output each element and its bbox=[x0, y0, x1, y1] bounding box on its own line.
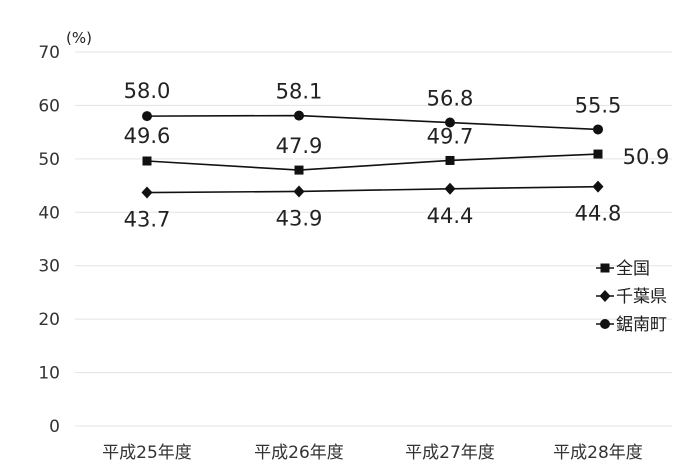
series-2-point-3 bbox=[444, 182, 456, 195]
legend-item-1: 全国 bbox=[596, 259, 650, 279]
series-2-line bbox=[146, 185, 599, 194]
y-axis-unit: (%) bbox=[66, 29, 92, 47]
series-1-data-label-3: 49.7 bbox=[427, 124, 474, 148]
x-tick-label-3: 平成27年度 bbox=[405, 443, 495, 463]
series-3-point-4 bbox=[593, 124, 603, 135]
y-tick-label-60: 60 bbox=[38, 96, 60, 116]
series-2-point-4 bbox=[592, 180, 604, 193]
series-3-data-label-1: 58.0 bbox=[124, 79, 171, 103]
series-3-point-2 bbox=[294, 110, 304, 121]
series-2-data-label-1: 43.7 bbox=[124, 208, 171, 232]
series-1-point-1 bbox=[142, 156, 152, 166]
series-1-point-2 bbox=[294, 165, 304, 175]
legend-label-1: 全国 bbox=[616, 259, 650, 279]
y-tick-label-10: 10 bbox=[38, 364, 60, 384]
series-3-point-1 bbox=[142, 111, 152, 122]
series-1-point-4 bbox=[593, 149, 603, 159]
series-3-line bbox=[146, 114, 599, 131]
legend-item-3: 鋸南町 bbox=[596, 315, 667, 335]
legend-marker-1 bbox=[600, 263, 610, 273]
legend-marker-3 bbox=[600, 319, 610, 329]
series-3-data-label-4: 55.5 bbox=[575, 93, 622, 117]
legend-label-2: 千葉県 bbox=[616, 287, 667, 307]
series-1-line bbox=[146, 153, 599, 171]
series-2-data-label-4: 44.8 bbox=[575, 202, 622, 226]
series-1-data-label-2: 47.9 bbox=[276, 134, 323, 158]
series-2-point-1 bbox=[141, 186, 153, 199]
series-2-point-2 bbox=[293, 185, 305, 198]
legend-label-3: 鋸南町 bbox=[616, 315, 667, 335]
x-tick-label-1: 平成25年度 bbox=[102, 443, 192, 463]
x-axis-ticks: 平成25年度 平成26年度 平成27年度 平成28年度 bbox=[102, 443, 643, 463]
y-tick-label-20: 20 bbox=[38, 310, 60, 330]
gridlines bbox=[75, 51, 672, 427]
series-3-point-3 bbox=[445, 117, 455, 128]
y-tick-label-0: 0 bbox=[49, 417, 60, 437]
series-2-data-label-3: 44.4 bbox=[427, 204, 474, 228]
series-1-data-label-4: 50.9 bbox=[623, 145, 670, 169]
series-1-data-label-1: 49.6 bbox=[124, 124, 171, 148]
legend-item-2: 千葉県 bbox=[596, 287, 667, 307]
series-3-data-label-2: 58.1 bbox=[276, 80, 323, 104]
y-tick-label-30: 30 bbox=[38, 257, 60, 277]
y-axis-ticks: 0 10 20 30 40 50 60 70 bbox=[38, 43, 60, 437]
y-tick-label-70: 70 bbox=[38, 43, 60, 63]
series-lines bbox=[141, 110, 604, 199]
series-2-data-label-2: 43.9 bbox=[276, 206, 323, 230]
x-tick-label-4: 平成28年度 bbox=[553, 443, 643, 463]
series-3-data-label-3: 56.8 bbox=[427, 87, 474, 111]
y-tick-label-50: 50 bbox=[38, 150, 60, 170]
data-labels: 49.6 47.9 49.7 50.9 43.7 43.9 44.4 44.8 58.0 58.1… bbox=[124, 79, 670, 231]
series-1-point-3 bbox=[445, 155, 455, 165]
y-tick-label-40: 40 bbox=[38, 203, 60, 223]
legend-marker-2 bbox=[599, 290, 611, 302]
x-tick-label-2: 平成26年度 bbox=[254, 443, 344, 463]
